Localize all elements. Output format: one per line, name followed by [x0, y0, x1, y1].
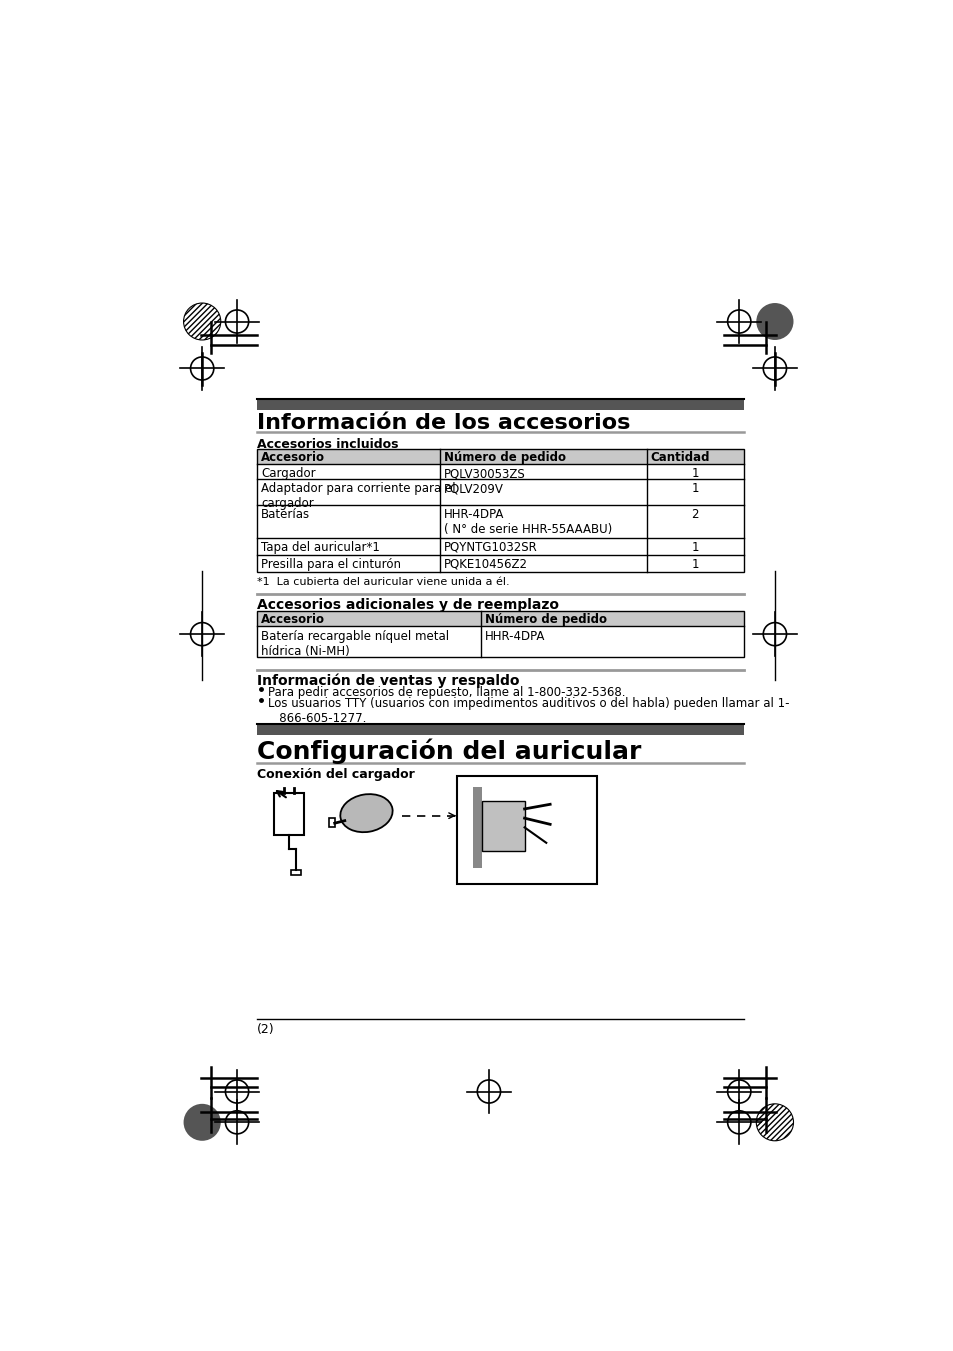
Bar: [257, 449, 743, 463]
Bar: [472, 788, 481, 869]
Text: Conexión del cargador: Conexión del cargador: [257, 769, 415, 781]
Text: Adaptador para corriente para el
cargador: Adaptador para corriente para el cargado…: [261, 482, 456, 511]
Bar: [257, 725, 743, 735]
Text: Información de los accesorios: Información de los accesorios: [257, 413, 630, 434]
Text: 1: 1: [691, 558, 699, 571]
Text: Número de pedido: Número de pedido: [443, 451, 565, 463]
Bar: [481, 801, 524, 851]
Bar: [257, 611, 743, 627]
Text: Accesorio: Accesorio: [261, 451, 325, 463]
Text: Accesorios adicionales y de reemplazo: Accesorios adicionales y de reemplazo: [257, 598, 558, 612]
Bar: [257, 611, 743, 657]
Text: 1: 1: [691, 540, 699, 554]
Ellipse shape: [340, 794, 393, 832]
Text: Cantidad: Cantidad: [650, 451, 709, 463]
Text: Cargador: Cargador: [261, 467, 315, 480]
Text: Tapa del auricular*1: Tapa del auricular*1: [261, 540, 379, 554]
Text: 2: 2: [691, 508, 699, 521]
Bar: [481, 801, 524, 851]
Text: Número de pedido: Número de pedido: [484, 613, 606, 627]
Bar: [291, 870, 301, 875]
Text: Configuración del auricular: Configuración del auricular: [257, 739, 641, 765]
Text: Para pedir accesorios de repuesto, llame al 1-800-332-5368.: Para pedir accesorios de repuesto, llame…: [268, 686, 625, 698]
Text: PQYNTG1032SR: PQYNTG1032SR: [443, 540, 537, 554]
Bar: [329, 819, 335, 827]
Text: Los usuarios TTY (usuarios con impedimentos auditivos o del habla) pueden llamar: Los usuarios TTY (usuarios con impedimen…: [268, 697, 789, 725]
Text: HHR-4DPA
( N° de serie HHR-55AAABU): HHR-4DPA ( N° de serie HHR-55AAABU): [443, 508, 611, 536]
Circle shape: [183, 1104, 220, 1140]
Text: HHR-4DPA: HHR-4DPA: [484, 630, 545, 643]
Text: Baterías: Baterías: [261, 508, 310, 521]
Circle shape: [756, 1104, 793, 1140]
Text: Presilla para el cinturón: Presilla para el cinturón: [261, 558, 400, 571]
Circle shape: [756, 303, 793, 340]
Text: (2): (2): [257, 1023, 274, 1036]
Bar: [274, 793, 303, 835]
Text: Accesorios incluidos: Accesorios incluidos: [257, 438, 398, 451]
Text: *1  La cubierta del auricular viene unida a él.: *1 La cubierta del auricular viene unida…: [257, 577, 509, 588]
Text: Información de ventas y respaldo: Información de ventas y respaldo: [257, 673, 519, 688]
Text: PQKE10456Z2: PQKE10456Z2: [443, 558, 527, 571]
Text: Batería recargable níquel metal
hídrica (Ni-MH): Batería recargable níquel metal hídrica …: [261, 630, 449, 658]
Text: 1: 1: [691, 482, 699, 496]
Bar: [257, 400, 743, 411]
Bar: [456, 775, 596, 884]
Circle shape: [183, 303, 220, 340]
Text: PQLV209V: PQLV209V: [443, 482, 503, 496]
Text: Accesorio: Accesorio: [261, 613, 325, 627]
Bar: [257, 449, 743, 571]
Text: 1: 1: [691, 467, 699, 480]
Text: PQLV30053ZS: PQLV30053ZS: [443, 467, 525, 480]
